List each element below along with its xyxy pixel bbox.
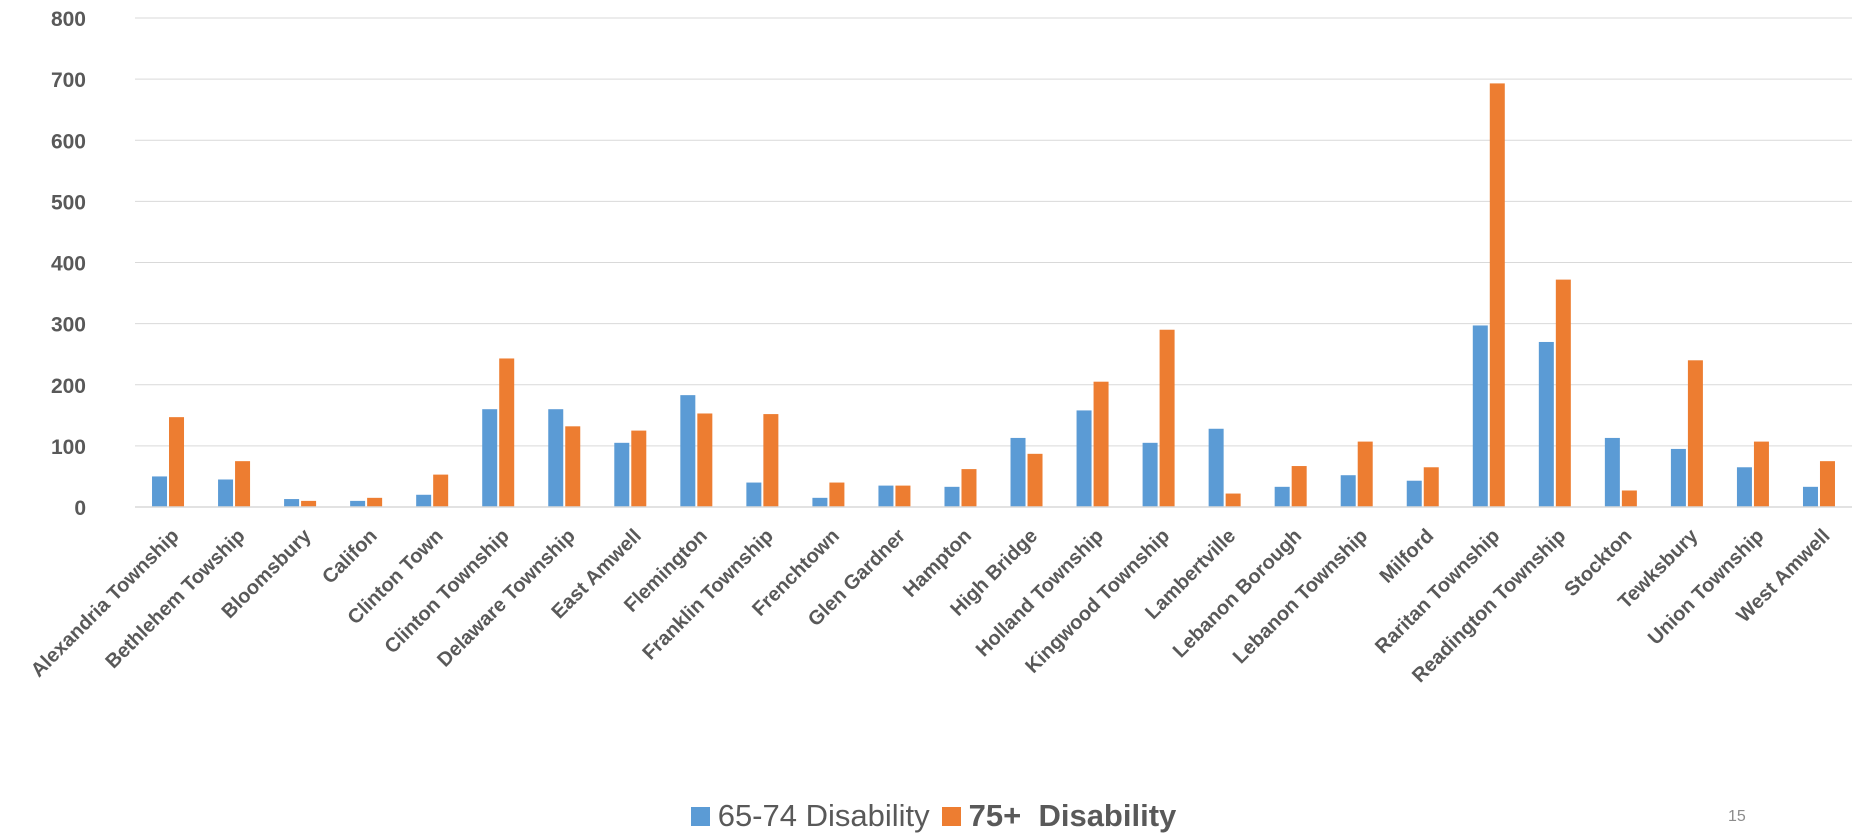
y-tick-label: 700: [51, 69, 86, 92]
bar-75-plus-16: [1225, 493, 1241, 507]
bar-65-74-9: [746, 482, 762, 507]
legend-item-75-plus: 75+ Disability: [941, 798, 1177, 834]
x-tick-label: Union Township: [1644, 525, 1768, 649]
legend-item-65-74: 65-74 Disability: [690, 798, 930, 834]
bar-65-74-12: [944, 486, 960, 507]
bar-75-plus-23: [1687, 360, 1703, 507]
bar-65-74-14: [1076, 410, 1092, 507]
gridlines: [135, 17, 1852, 447]
bars: [152, 83, 1835, 507]
bar-75-plus-5: [499, 358, 515, 507]
legend-swatch-65-74: [690, 806, 710, 826]
x-tick-label: Lebanon Borough: [1169, 525, 1306, 662]
bar-65-74-8: [680, 395, 696, 507]
bar-65-74-17: [1274, 486, 1290, 507]
bar-75-plus-7: [631, 430, 647, 507]
page-number: 15: [1728, 808, 1746, 825]
legend-label-65-74: 65-74 Disability: [717, 798, 930, 833]
bar-65-74-10: [812, 497, 828, 507]
y-tick-label: 300: [51, 314, 86, 337]
bar-65-74-4: [416, 494, 432, 507]
x-tick-label: Clinton Township: [381, 525, 514, 658]
x-tick-label: Lebanon Township: [1229, 525, 1372, 668]
bar-65-74-0: [152, 476, 168, 507]
y-tick-label: 400: [51, 253, 86, 276]
bar-65-74-21: [1538, 341, 1554, 507]
bar-chart: 0 100 200 300 400 500 600 700 800 Alexandria Tow…: [27, 8, 1852, 687]
bar-65-74-5: [482, 409, 498, 507]
x-tick-label: Milford: [1376, 525, 1439, 588]
bar-75-plus-15: [1159, 329, 1175, 507]
x-tick-label: Holland Township: [972, 525, 1108, 661]
bar-65-74-2: [284, 499, 300, 507]
y-tick-label: 0: [74, 497, 86, 520]
bar-75-plus-1: [235, 461, 251, 507]
bar-65-74-16: [1208, 428, 1224, 507]
bar-75-plus-0: [169, 417, 185, 507]
bar-75-plus-2: [301, 500, 317, 507]
bar-75-plus-4: [433, 474, 449, 507]
x-tick-label: Franklin Township: [638, 525, 777, 664]
bar-75-plus-19: [1423, 467, 1439, 507]
bar-75-plus-21: [1555, 279, 1571, 507]
legend: 65-74 Disability 75+ Disability: [0, 798, 1867, 834]
bar-65-74-11: [878, 485, 894, 507]
bar-75-plus-11: [895, 485, 911, 507]
bar-65-74-23: [1670, 448, 1686, 507]
y-tick-label: 100: [51, 436, 86, 459]
y-tick-label: 600: [51, 130, 86, 153]
bar-65-74-7: [614, 442, 630, 507]
bar-65-74-18: [1340, 475, 1356, 507]
bar-75-plus-12: [961, 469, 977, 507]
y-tick-label: 800: [51, 8, 86, 31]
bar-75-plus-8: [697, 413, 713, 507]
bar-65-74-25: [1802, 486, 1818, 507]
bar-75-plus-14: [1093, 381, 1109, 507]
x-tick-label: Califon: [318, 525, 381, 588]
bar-65-74-1: [218, 479, 234, 507]
bar-75-plus-9: [763, 414, 779, 507]
bar-75-plus-24: [1753, 441, 1769, 507]
bar-65-74-24: [1736, 467, 1752, 507]
bar-65-74-20: [1472, 325, 1488, 507]
bar-75-plus-13: [1027, 453, 1043, 507]
bar-75-plus-6: [565, 426, 581, 507]
legend-swatch-75-plus: [941, 806, 961, 826]
bar-65-74-3: [350, 500, 366, 507]
y-tick-label: 500: [51, 191, 86, 214]
bar-75-plus-22: [1621, 490, 1637, 507]
bar-75-plus-25: [1819, 461, 1835, 507]
bar-65-74-22: [1604, 437, 1620, 507]
x-tick-label: Raritan Township: [1371, 525, 1504, 658]
legend-label-75-plus: 75+ Disability: [968, 798, 1177, 833]
bar-65-74-19: [1406, 480, 1422, 507]
bar-65-74-15: [1142, 442, 1158, 507]
y-tick-label: 200: [51, 375, 86, 398]
y-axis-ticks: 0 100 200 300 400 500 600 700 800: [51, 8, 86, 520]
bar-75-plus-20: [1489, 83, 1505, 507]
bar-75-plus-10: [829, 482, 845, 507]
bar-75-plus-18: [1357, 441, 1373, 507]
bar-75-plus-17: [1291, 466, 1307, 507]
bar-65-74-13: [1010, 437, 1026, 507]
bar-65-74-6: [548, 409, 564, 507]
bar-75-plus-3: [367, 497, 383, 507]
